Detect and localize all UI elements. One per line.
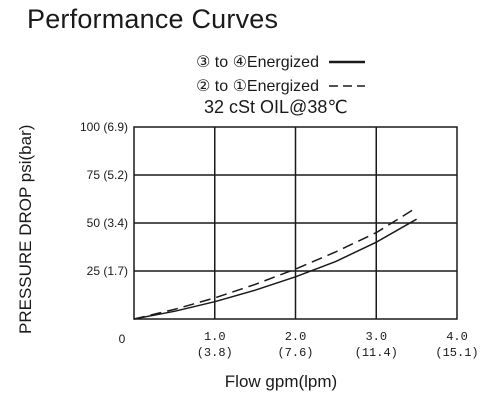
x-tick-label: 3.0: [365, 330, 387, 344]
chart-legend: ③ to ④Energized ② to ①Energized: [196, 50, 367, 98]
series-line-dashed: [133, 206, 417, 320]
x-tick-sublabel: (11.4): [355, 346, 398, 360]
y-tick-label: 50 (3.4): [87, 216, 128, 230]
legend-item-solid: ③ to ④Energized: [196, 50, 367, 74]
legend-solid-line-icon: [328, 60, 365, 64]
y-tick-label: 25 (1.7): [87, 264, 128, 278]
x-axis-label-wrap: Flow gpm(lpm): [0, 372, 504, 392]
legend-label-dashed: ② to ①Energized: [196, 78, 319, 95]
series-line-solid: [133, 218, 417, 320]
x-tick-label: 0: [119, 332, 126, 346]
x-tick-label: 4.0: [446, 330, 468, 344]
legend-item-dashed: ② to ①Energized: [196, 74, 367, 98]
x-tick-label: 2.0: [285, 330, 307, 344]
legend-dashed-line-icon: [328, 85, 365, 87]
y-axis-label: PRESSURE DROP psi(bar): [16, 124, 35, 334]
x-tick-sublabel: (3.8): [197, 346, 233, 360]
x-tick-sublabel: (7.6): [277, 346, 313, 360]
x-axis-label: Flow gpm(lpm): [224, 372, 338, 391]
y-tick-label: 100 (6.9): [80, 120, 128, 134]
x-tick-sublabel: (15.1): [435, 346, 478, 360]
x-tick-label: 1.0: [204, 330, 226, 344]
page-title: Performance Curves: [27, 4, 279, 34]
test-condition: 32 cSt OIL@38℃: [204, 97, 348, 117]
y-tick-label: 75 (5.2): [87, 168, 128, 182]
legend-label-solid: ③ to ④Energized: [196, 54, 319, 71]
